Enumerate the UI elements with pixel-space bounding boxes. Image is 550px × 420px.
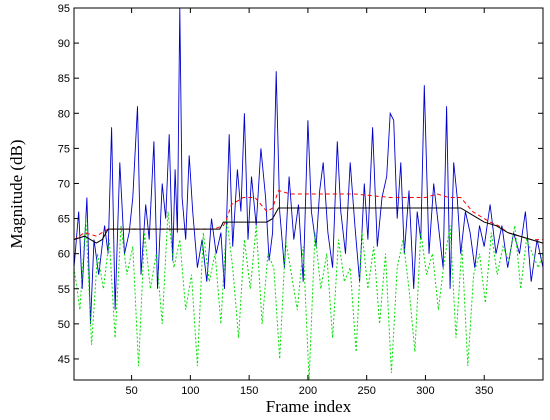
y-tick-label: 55 (58, 284, 70, 296)
x-tick-label: 150 (240, 385, 258, 397)
black-solid-series-line (73, 207, 544, 244)
green-dotted-series-line (73, 211, 544, 381)
blue-solid-series-line (73, 7, 544, 324)
y-tick-label: 75 (58, 143, 70, 155)
x-axis-ticks: 50 100 150 200 250 300 350 (125, 8, 493, 397)
y-tick-label: 50 (58, 319, 70, 331)
x-axis-title: Frame index (266, 397, 352, 416)
x-tick-label: 200 (299, 385, 317, 397)
y-tick-label: 85 (58, 73, 70, 85)
x-tick-label: 50 (125, 385, 137, 397)
y-tick-label: 80 (58, 108, 70, 120)
x-tick-label: 300 (416, 385, 434, 397)
x-tick-label: 350 (475, 385, 493, 397)
x-tick-label: 100 (181, 385, 199, 397)
x-tick-label: 250 (358, 385, 376, 397)
plot-frame (73, 7, 544, 381)
y-tick-label: 90 (58, 38, 70, 50)
y-axis-ticks: 45 50 55 60 65 70 75 80 85 90 95 (58, 3, 543, 366)
y-tick-label: 60 (58, 249, 70, 261)
y-tick-label: 45 (58, 354, 70, 366)
y-tick-label: 70 (58, 178, 70, 190)
y-tick-label: 95 (58, 3, 70, 15)
series-layer (73, 7, 544, 381)
y-tick-label: 65 (58, 214, 70, 226)
y-axis-title: Magnitude (dB) (7, 139, 26, 248)
